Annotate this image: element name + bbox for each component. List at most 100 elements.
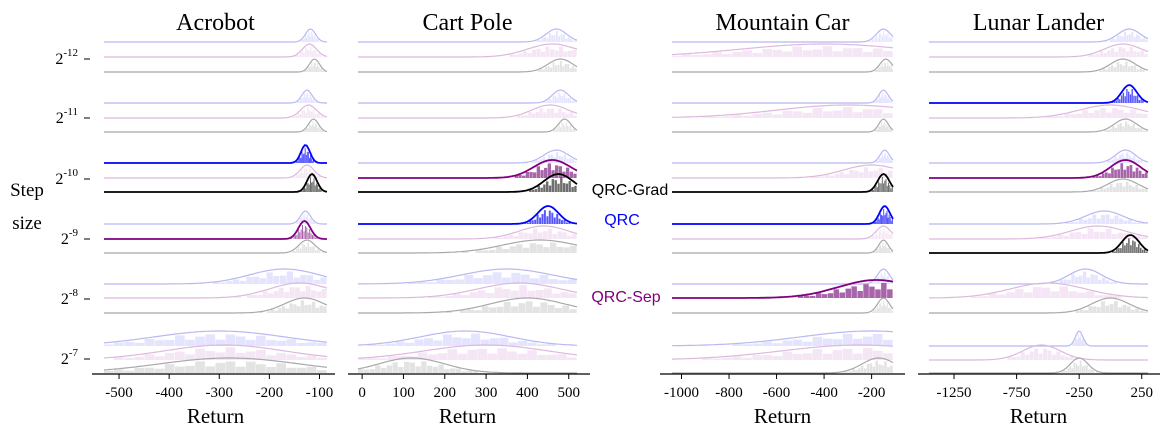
hist-bar bbox=[315, 250, 317, 253]
hist-bar bbox=[825, 174, 830, 178]
hist-bar bbox=[562, 305, 570, 313]
hist-bar bbox=[297, 161, 299, 163]
hist-bar bbox=[517, 353, 527, 360]
hist-bar bbox=[527, 290, 536, 298]
hist-bar bbox=[886, 154, 888, 163]
hist-bar bbox=[560, 127, 562, 132]
hist-bar bbox=[226, 281, 233, 284]
hist-bar bbox=[1101, 214, 1106, 224]
hist-bar bbox=[205, 334, 216, 346]
density-curve bbox=[104, 282, 328, 299]
hist-bar bbox=[303, 213, 305, 224]
hist-bar bbox=[520, 115, 525, 118]
hist-bar bbox=[1130, 309, 1135, 313]
hist-bar bbox=[1047, 350, 1052, 360]
hist-bar bbox=[1123, 220, 1128, 224]
hist-bar bbox=[880, 126, 881, 132]
hist-bar bbox=[557, 127, 559, 132]
hist-bar bbox=[1107, 50, 1111, 57]
density-curve bbox=[357, 330, 578, 346]
hist-bar bbox=[306, 275, 314, 284]
hist-bar bbox=[891, 219, 893, 224]
hist-bar bbox=[286, 367, 297, 373]
hist-bar bbox=[417, 352, 428, 360]
hist-bar bbox=[1084, 342, 1086, 346]
hist-bar bbox=[558, 156, 561, 163]
hist-bar bbox=[495, 246, 503, 253]
hist-bar bbox=[276, 363, 286, 373]
hist-bar bbox=[1092, 54, 1096, 57]
density-curve bbox=[358, 28, 578, 43]
hist-bar bbox=[762, 355, 772, 360]
hist-bar bbox=[543, 247, 550, 253]
step-size-label: 2-7 bbox=[61, 347, 79, 368]
hist-bar bbox=[235, 336, 246, 346]
row-2-8 bbox=[104, 268, 328, 314]
hist-bar bbox=[565, 113, 570, 118]
hist-bar bbox=[1085, 344, 1087, 346]
hist-bar bbox=[1136, 113, 1142, 118]
dist-qrc bbox=[357, 330, 578, 346]
hist-bar bbox=[303, 153, 305, 163]
hist-bar bbox=[545, 46, 550, 57]
hist-bar bbox=[510, 290, 519, 298]
hist-bar bbox=[565, 98, 568, 103]
hist-bar bbox=[869, 363, 873, 373]
hist-bar bbox=[570, 38, 572, 42]
hist-bar bbox=[310, 126, 312, 132]
row-2-11 bbox=[104, 89, 328, 133]
hist-bar bbox=[845, 288, 851, 298]
hist-bar bbox=[308, 32, 310, 42]
hist-bar bbox=[459, 310, 467, 313]
hist-bar bbox=[225, 347, 236, 360]
hist-bar bbox=[1045, 237, 1052, 239]
hist-bar bbox=[1092, 306, 1097, 313]
hist-bar bbox=[890, 234, 892, 239]
hist-bar bbox=[884, 304, 886, 313]
hist-bar bbox=[1125, 51, 1130, 57]
hist-bar bbox=[859, 172, 864, 178]
hist-bar bbox=[792, 339, 803, 346]
hist-bar bbox=[547, 354, 557, 360]
hist-bar bbox=[1119, 99, 1121, 103]
hist-bar bbox=[822, 338, 833, 346]
hist-bar bbox=[553, 35, 556, 42]
hist-bar bbox=[539, 217, 542, 224]
hist-bar bbox=[1117, 97, 1119, 103]
hist-bar bbox=[547, 163, 551, 178]
hist-bar bbox=[803, 295, 810, 298]
legend: QRC-Grad QRC QRC-Sep bbox=[591, 182, 668, 306]
hist-bar bbox=[884, 180, 886, 192]
hist-bar bbox=[531, 220, 534, 224]
hist-bar bbox=[304, 305, 308, 313]
density-curve bbox=[672, 164, 894, 179]
hist-bar bbox=[531, 49, 536, 57]
hist-bar bbox=[1130, 65, 1134, 72]
hist-bar bbox=[544, 167, 548, 178]
hist-bar bbox=[1099, 232, 1106, 239]
hist-bar bbox=[511, 306, 518, 313]
density-curve bbox=[929, 210, 1149, 225]
hist-bar bbox=[257, 294, 263, 298]
hist-bar bbox=[872, 350, 883, 360]
hist-bar bbox=[1074, 343, 1076, 346]
hist-bar bbox=[878, 167, 883, 178]
hist-bar bbox=[879, 231, 880, 239]
hist-bar bbox=[1128, 155, 1131, 163]
hist-bar bbox=[462, 251, 469, 253]
hist-bar bbox=[1135, 159, 1138, 163]
row-2-7 bbox=[672, 330, 894, 374]
hist-bar bbox=[195, 361, 205, 373]
hist-bar bbox=[1133, 65, 1137, 72]
hist-bar bbox=[185, 365, 195, 373]
dist-qrc-grad bbox=[929, 297, 1149, 314]
hist-bar bbox=[1137, 128, 1140, 132]
hist-bar bbox=[296, 222, 298, 224]
hist-bar bbox=[1038, 353, 1043, 360]
dist-qrc-sep bbox=[104, 43, 328, 58]
hist-bar bbox=[154, 340, 165, 346]
hist-bar bbox=[1090, 190, 1094, 192]
hist-bar bbox=[762, 112, 772, 118]
hist-bar bbox=[879, 157, 881, 163]
hist-bar bbox=[309, 94, 311, 103]
